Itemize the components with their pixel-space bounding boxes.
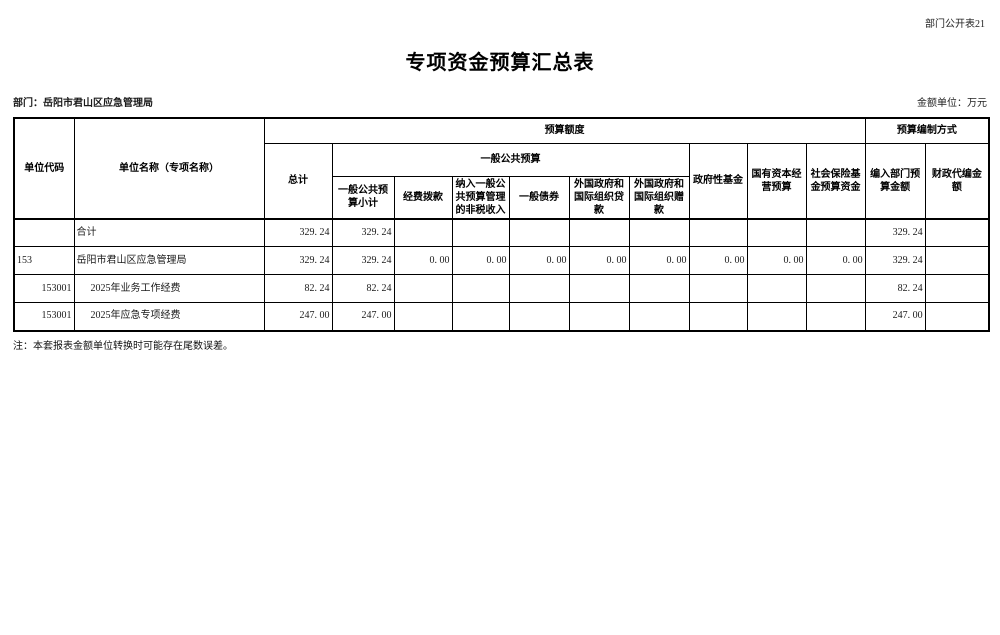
- cell-non-tax: [451, 274, 510, 303]
- cell-foreign-grant: 0. 00: [628, 246, 690, 275]
- cell-dept-budget: 247. 00: [864, 302, 926, 331]
- cell-gp-subtotal: 247. 00: [331, 302, 395, 331]
- cell-fund-allocation: 0. 00: [393, 246, 453, 275]
- cell-total: 329. 24: [263, 217, 333, 247]
- col-header-unit-name: 单位名称（专项名称）: [73, 117, 265, 219]
- sheet-label: 部门公开表21: [925, 19, 985, 30]
- cell-state-capital: [746, 217, 807, 247]
- department-label: 部门：岳阳市君山区应急管理局: [13, 98, 153, 109]
- cell-fiscal-agency: [924, 302, 990, 331]
- cell-gov-fund: [688, 274, 748, 303]
- cell-foreign-loan: [568, 274, 630, 303]
- cell-foreign-loan: 0. 00: [568, 246, 630, 275]
- table-body: 合计 329. 24 329. 24 329. 24 153 岳阳市君山区应急管…: [13, 217, 990, 331]
- cell-total: 247. 00: [263, 302, 333, 331]
- cell-non-tax: 0. 00: [451, 246, 510, 275]
- col-header-general-public: 一般公共预算: [331, 142, 690, 177]
- page-title: 专项资金预算汇总表: [405, 52, 595, 74]
- col-header-gp-subtotal: 一般公共预算小计: [331, 175, 395, 219]
- col-header-total: 总计: [263, 142, 333, 219]
- cell-total: 82. 24: [263, 274, 333, 303]
- cell-code: 153001: [13, 302, 75, 331]
- col-header-unit-code: 单位代码: [13, 117, 75, 219]
- col-header-dept-budget: 编入部门预算金额: [864, 142, 926, 219]
- cell-name: 岳阳市君山区应急管理局: [73, 246, 265, 275]
- cell-gp-subtotal: 329. 24: [331, 246, 395, 275]
- cell-general-bond: [508, 302, 570, 331]
- cell-social-insurance: 0. 00: [805, 246, 866, 275]
- cell-foreign-loan: [568, 217, 630, 247]
- cell-general-bond: [508, 217, 570, 247]
- cell-code: 153001: [13, 274, 75, 303]
- table-header: 单位代码 单位名称（专项名称） 预算额度 预算编制方式 总计 一般公共预算 政府…: [13, 117, 990, 219]
- cell-general-bond: 0. 00: [508, 246, 570, 275]
- cell-general-bond: [508, 274, 570, 303]
- cell-gp-subtotal: 329. 24: [331, 217, 395, 247]
- table-row-bureau: 153 岳阳市君山区应急管理局 329. 24 329. 24 0. 00 0.…: [13, 246, 990, 275]
- cell-code: 153: [13, 246, 75, 275]
- cell-gp-subtotal: 82. 24: [331, 274, 395, 303]
- col-header-fiscal-agency: 财政代编金额: [924, 142, 990, 219]
- table-row-project-1: 153001 2025年业务工作经费 82. 24 82. 24 82. 24: [13, 274, 990, 303]
- cell-fund-allocation: [393, 274, 453, 303]
- cell-fiscal-agency: [924, 246, 990, 275]
- cell-non-tax: [451, 302, 510, 331]
- meta-row: 部门：岳阳市君山区应急管理局 金额单位：万元: [13, 94, 987, 109]
- cell-name: 2025年业务工作经费: [73, 274, 265, 303]
- note-text: 注：本套报表金额单位转换时可能存在尾数误差。: [13, 340, 233, 352]
- cell-fiscal-agency: [924, 217, 990, 247]
- cell-social-insurance: [805, 274, 866, 303]
- cell-state-capital: [746, 302, 807, 331]
- cell-gov-fund: [688, 302, 748, 331]
- table-row-total: 合计 329. 24 329. 24 329. 24: [13, 217, 990, 247]
- cell-dept-budget: 82. 24: [864, 274, 926, 303]
- cell-state-capital: [746, 274, 807, 303]
- col-header-budget-method: 预算编制方式: [864, 117, 990, 144]
- cell-fund-allocation: [393, 217, 453, 247]
- cell-code: [13, 217, 75, 247]
- cell-foreign-grant: [628, 302, 690, 331]
- col-header-non-tax: 纳入一般公共预算管理的非税收入: [451, 175, 510, 219]
- col-header-gov-fund: 政府性基金: [688, 142, 748, 219]
- cell-gov-fund: [688, 217, 748, 247]
- cell-non-tax: [451, 217, 510, 247]
- col-header-budget-amount: 预算额度: [263, 117, 866, 144]
- cell-name: 2025年应急专项经费: [73, 302, 265, 331]
- col-header-fund-allocation: 经费拨款: [393, 175, 453, 219]
- cell-gov-fund: 0. 00: [688, 246, 748, 275]
- cell-dept-budget: 329. 24: [864, 246, 926, 275]
- col-header-state-capital: 国有资本经营预算: [746, 142, 807, 219]
- cell-state-capital: 0. 00: [746, 246, 807, 275]
- cell-foreign-grant: [628, 217, 690, 247]
- cell-total: 329. 24: [263, 246, 333, 275]
- cell-foreign-grant: [628, 274, 690, 303]
- col-header-general-bond: 一般债券: [508, 175, 570, 219]
- cell-dept-budget: 329. 24: [864, 217, 926, 247]
- summary-table: 单位代码 单位名称（专项名称） 预算额度 预算编制方式 总计 一般公共预算 政府…: [13, 117, 991, 332]
- col-header-foreign-loan: 外国政府和国际组织贷款: [568, 175, 630, 219]
- table-row-project-2: 153001 2025年应急专项经费 247. 00 247. 00 247. …: [13, 302, 990, 331]
- col-header-foreign-grant: 外国政府和国际组织赠款: [628, 175, 690, 219]
- amount-unit-label: 金额单位：万元: [917, 98, 987, 109]
- col-header-social-insurance: 社会保险基金预算资金: [805, 142, 866, 219]
- cell-social-insurance: [805, 302, 866, 331]
- cell-name: 合计: [73, 217, 265, 247]
- cell-foreign-loan: [568, 302, 630, 331]
- cell-social-insurance: [805, 217, 866, 247]
- cell-fund-allocation: [393, 302, 453, 331]
- cell-fiscal-agency: [924, 274, 990, 303]
